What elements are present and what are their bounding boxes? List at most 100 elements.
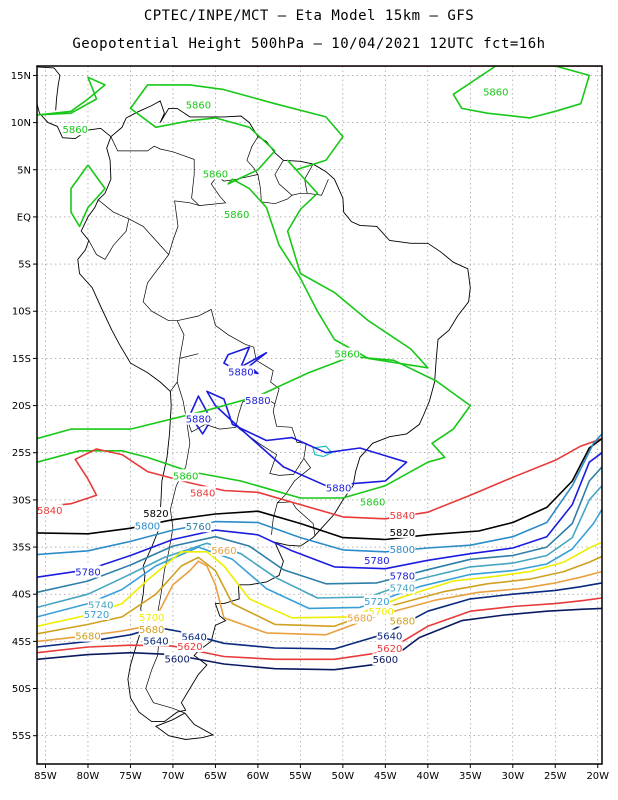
contour-label-5820: 5820 [143,509,168,520]
lat-tick-label: 45S [12,637,31,648]
contour-label-5860: 5860 [63,125,88,136]
contour-label-bg [83,607,110,620]
contour-label-bg [176,640,203,653]
contour-label-5600: 5600 [164,654,189,665]
contour-label-5860: 5860 [224,210,249,221]
contour-label-bg [363,554,390,567]
country-border [110,136,200,255]
contour-label-bg [223,208,250,221]
contour-label-bg [389,569,416,582]
contour-label-bg [74,565,101,578]
lat-tick-label: 10S [12,307,31,318]
country-border [199,136,259,206]
contour-label-bg [74,629,101,642]
lat-tick-label: 10N [11,118,31,129]
country-border [257,174,293,205]
contour-label-5780: 5780 [390,571,415,582]
contour-label-5620: 5620 [177,642,202,653]
contour-label-bg [185,98,212,111]
lat-tick-label: 35S [12,543,31,554]
contour-5840 [37,437,602,520]
contour-label-5680: 5680 [75,632,100,643]
contour-5720 [37,508,602,618]
contour-5760 [37,466,602,594]
contour-label-5880: 5880 [228,368,253,379]
lat-tick-label: 20S [12,401,31,412]
contour-5660 [155,560,602,636]
contour-5800 [37,433,602,556]
central-america-coast [37,66,61,111]
contour-5600 [37,607,602,671]
country-border [88,199,130,260]
contour-label-bg [202,167,229,180]
contour-label-5640: 5640 [377,632,402,643]
lon-tick-label: 20W [586,771,609,782]
contour-label-5860: 5860 [483,87,508,98]
contour-label-bg [389,581,416,594]
lon-tick-label: 30W [501,771,524,782]
contour-5860 [452,66,591,119]
contour-label-bg [210,543,237,556]
lat-tick-label: 30S [12,495,31,506]
contour-label-5860: 5860 [173,471,198,482]
contour-label-5740: 5740 [390,584,415,595]
lon-tick-label: 80W [77,771,100,782]
contour-5860 [70,164,106,228]
contour-5860 [37,355,472,499]
contour-label-bg [185,412,212,425]
axis-tick-labels: 15N 10N 5N EQ 5S 10S 15S 20S 25S 30S 35S 40S 45S 50S 5… [11,71,609,782]
country-border [304,163,329,196]
contour-5880 [206,390,408,487]
contour-label-bg [376,641,403,654]
lon-tick-label: 60W [247,771,270,782]
coastlines-and-borders [37,66,471,740]
country-border [128,218,185,392]
lat-tick-label: 50S [12,684,31,695]
contour-5880 [189,395,212,435]
contour-label-bg [181,630,208,643]
contour-label-5660: 5660 [211,546,236,557]
contour-label-bg [376,629,403,642]
tierra-del-fuego-coast [154,712,215,740]
country-border [274,160,308,196]
lon-tick-label: 45W [374,771,397,782]
contour-5860 [37,76,106,116]
contour-label-5640: 5640 [181,633,206,644]
contour-label-bg [244,393,271,406]
lat-tick-label: 25S [12,448,31,459]
contour-label-5840: 5840 [37,506,62,517]
contour-label-bg [372,653,399,666]
lon-tick-label: 65W [204,771,227,782]
lon-tick-label: 55W [289,771,312,782]
contour-label-5780: 5780 [364,556,389,567]
contour-label-5880: 5880 [245,396,270,407]
contour-label-5700: 5700 [139,613,164,624]
contour-5700 [37,541,602,628]
contour-label-bg [62,123,89,136]
contour-label-bg [185,520,212,533]
contour-label-bg [359,495,386,508]
lon-tick-label: 50W [332,771,355,782]
contour-label-5720: 5720 [364,597,389,608]
contour-label-bg [138,623,165,636]
contour-label-5860: 5860 [186,101,211,112]
contour-label-bg [346,611,373,624]
contour-label-bg [334,347,361,360]
contour-5780 [37,452,602,578]
contour-label-bg [189,486,216,499]
contour-label-bg [389,508,416,521]
contour-label-bg [227,365,254,378]
contour-label-5840: 5840 [190,488,215,499]
contour-label-5780: 5780 [75,568,100,579]
contour-labels: 5860 5860 5860 5860 5860 5860 5860 5860 5880 5880… [36,85,509,666]
contour-label-bg [36,504,63,517]
contour-label-bg [389,542,416,555]
country-border [271,502,278,535]
contour-label-bg [389,525,416,538]
contour-label-5800: 5800 [135,521,160,532]
contour-label-5700: 5700 [368,607,393,618]
lat-tick-label: 5S [18,260,31,271]
contour-label-bg [134,519,161,532]
contour-label-5860: 5860 [203,169,228,180]
